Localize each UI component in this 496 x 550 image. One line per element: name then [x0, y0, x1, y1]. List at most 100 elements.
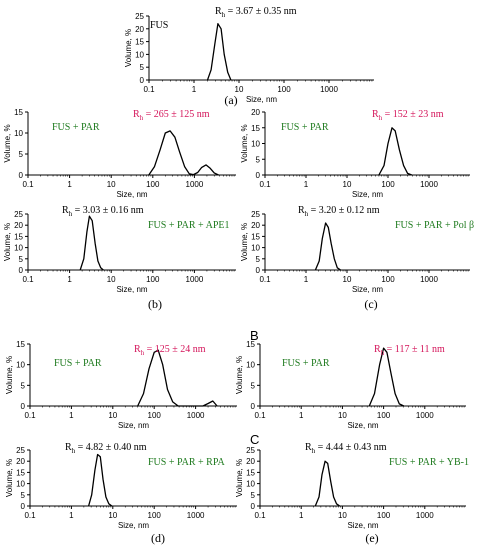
panel-mark-c: C	[250, 432, 259, 447]
x-tick-label: 100	[377, 511, 391, 520]
x-tick-label: 10	[108, 411, 117, 420]
x-tick-label: 100	[377, 411, 391, 420]
y-tick-label: 15	[246, 468, 255, 477]
size-distribution-curve	[79, 215, 104, 271]
y-axis-label: Volume, %	[235, 459, 244, 497]
rh-label: Rh = 4.82 ± 0.40 nm	[65, 442, 147, 455]
y-tick-label: 5	[21, 381, 26, 390]
x-tick-label: 1000	[320, 85, 338, 94]
size-distribution-curve	[87, 453, 113, 507]
y-tick-label: 0	[21, 502, 26, 511]
y-axis-label: Volume, %	[240, 124, 249, 162]
x-tick-label: 0.1	[22, 180, 34, 189]
rh-value: = 125 ± 24 nm	[144, 344, 206, 355]
x-axis-label: Size, nm	[352, 285, 383, 294]
sample-label: FUS + PAR	[54, 358, 102, 369]
rh-subscript: h	[72, 447, 76, 455]
x-tick-label: 0.1	[24, 511, 36, 520]
rh-subscript: h	[141, 349, 145, 357]
x-axis-label: Size, nm	[347, 421, 378, 430]
x-tick-label: 1	[67, 180, 72, 189]
y-tick-label: 15	[135, 38, 144, 47]
y-axis-label: Volume, %	[5, 356, 14, 394]
x-axis-label: Size, nm	[246, 95, 277, 104]
y-tick-label: 20	[14, 221, 23, 230]
y-tick-label: 15	[14, 232, 23, 241]
y-tick-label: 10	[251, 140, 260, 149]
rh-label: Rh = 3.03 ± 0.16 nm	[62, 205, 144, 218]
x-tick-label: 1	[299, 511, 304, 520]
x-axis-label: Size, nm	[352, 190, 383, 199]
x-tick-label: 1	[299, 411, 304, 420]
x-tick-label: 10	[343, 275, 352, 284]
y-axis-label: Volume, %	[124, 29, 133, 67]
sample-label: FUS + PAR + Pol β	[395, 220, 474, 231]
y-tick-label: 0	[251, 402, 256, 411]
size-distribution-curve	[137, 349, 218, 407]
size-distribution-curve	[314, 222, 341, 271]
rh-symbol: R	[65, 442, 72, 453]
x-tick-label: 1	[69, 511, 74, 520]
rh-label: Rh = 117 ± 11 nm	[374, 344, 445, 357]
x-tick-label: 1	[69, 411, 74, 420]
y-axis-label: Volume, %	[3, 124, 12, 162]
x-axis-label: Size, nm	[118, 521, 149, 530]
sample-label: FUS	[150, 20, 168, 31]
panel-caption: (c)	[364, 297, 377, 311]
panel-caption: (b)	[148, 297, 162, 311]
x-tick-label: 0.1	[259, 275, 271, 284]
x-tick-label: 10	[338, 411, 347, 420]
x-tick-label: 1000	[416, 411, 434, 420]
panel-mark-b: B	[250, 328, 259, 343]
x-tick-label: 100	[148, 511, 162, 520]
x-tick-label: 10	[235, 85, 244, 94]
x-axis-label: Size, nm	[116, 190, 147, 199]
y-tick-label: 5	[256, 255, 261, 264]
y-tick-label: 10	[14, 129, 23, 138]
x-tick-label: 1000	[416, 511, 434, 520]
chart-c-bot: 0 5 10 15 20 25 0.1 1 10 100 1000 Size, nm Volume, %…	[240, 205, 474, 311]
sample-label: FUS + PAR + YB-1	[389, 457, 469, 468]
rh-value: = 3.67 ± 0.35 nm	[225, 6, 297, 17]
x-tick-label: 1	[304, 180, 309, 189]
x-tick-label: 0.1	[254, 511, 266, 520]
rh-subscript: h	[222, 11, 226, 19]
rh-symbol: R	[305, 442, 312, 453]
rh-subscript: h	[379, 114, 383, 122]
y-axis-label: Volume, %	[5, 459, 14, 497]
y-tick-label: 0	[19, 171, 24, 180]
chart-b-top: 0 5 10 15 0.1 1 10 100 1000 Size, nm Volume, % FUS …	[3, 108, 236, 199]
chart-e-top: 0 5 10 15 0.1 1 10 100 1000 Size, nm Volume, % FUS …	[235, 340, 466, 430]
y-tick-label: 0	[21, 402, 26, 411]
x-axis-label: Size, nm	[347, 521, 378, 530]
y-tick-label: 5	[251, 381, 256, 390]
chart-d-bot: 0 5 10 15 20 25 0.1 1 10 100 1000 Size, nm Volume, %…	[5, 442, 237, 545]
y-tick-label: 10	[251, 244, 260, 253]
y-axis-label: Volume, %	[240, 223, 249, 261]
rh-value: = 152 ± 23 nm	[382, 109, 444, 120]
x-axis-label: Size, nm	[118, 421, 149, 430]
y-tick-label: 10	[246, 480, 255, 489]
sample-label: FUS + PAR + APE1	[148, 220, 230, 231]
y-tick-label: 10	[16, 480, 25, 489]
size-distribution-curve	[206, 23, 232, 81]
y-tick-label: 10	[14, 244, 23, 253]
rh-value: = 4.44 ± 0.43 nm	[315, 442, 387, 453]
y-tick-label: 25	[251, 210, 260, 219]
y-tick-label: 20	[251, 108, 260, 117]
chart-e-bot: 0 5 10 15 20 25 0.1 1 10 100 1000 Size, nm Volume, %…	[235, 442, 469, 545]
size-distribution-curve	[148, 130, 219, 176]
x-tick-label: 1	[304, 275, 309, 284]
x-tick-label: 1000	[420, 275, 438, 284]
size-distribution-curve	[314, 460, 341, 507]
x-axis-label: Size, nm	[116, 285, 147, 294]
rh-subscript: h	[140, 114, 144, 122]
y-tick-label: 5	[140, 63, 145, 72]
rh-label: Rh = 3.67 ± 0.35 nm	[215, 6, 297, 19]
y-tick-label: 20	[251, 221, 260, 230]
rh-label: Rh = 3.20 ± 0.12 nm	[298, 205, 380, 218]
x-tick-label: 100	[277, 85, 291, 94]
rh-subscript: h	[381, 349, 385, 357]
y-tick-label: 5	[21, 491, 26, 500]
